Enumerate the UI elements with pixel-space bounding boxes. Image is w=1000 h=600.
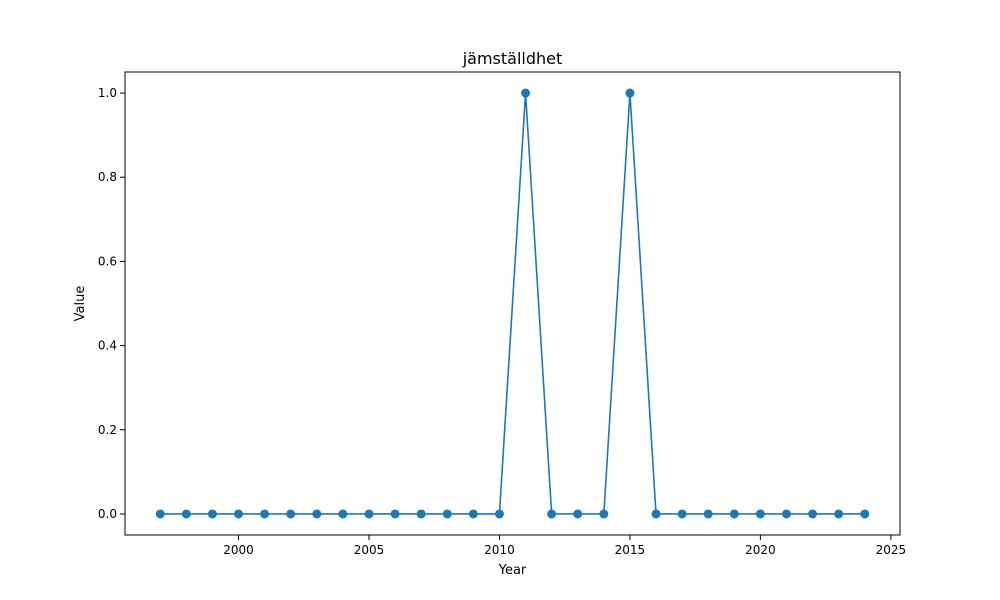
y-tick-label: 0.4: [98, 339, 117, 353]
x-tick-label: 2015: [615, 543, 646, 557]
data-point: [338, 509, 348, 519]
data-point: [834, 509, 844, 519]
data-point: [781, 509, 791, 519]
data-point: [468, 509, 478, 519]
x-tick-label: 2000: [223, 543, 254, 557]
y-tick-label: 0.2: [98, 423, 117, 437]
data-point: [286, 509, 296, 519]
data-point: [181, 509, 191, 519]
y-tick-label: 0.0: [98, 507, 117, 521]
data-point: [416, 509, 426, 519]
y-tick-label: 0.8: [98, 170, 117, 184]
y-axis-label: Value: [73, 286, 88, 322]
data-point: [234, 509, 244, 519]
x-axis-label: Year: [498, 563, 527, 578]
data-point: [651, 509, 661, 519]
data-point: [573, 509, 583, 519]
data-point: [155, 509, 165, 519]
data-point: [860, 509, 870, 519]
x-tick-label: 2025: [876, 543, 907, 557]
data-point: [390, 509, 400, 519]
data-point: [625, 88, 635, 98]
data-point: [703, 509, 713, 519]
data-point: [729, 509, 739, 519]
x-tick-label: 2010: [484, 543, 515, 557]
data-point: [808, 509, 818, 519]
data-point: [494, 509, 504, 519]
data-point: [312, 509, 322, 519]
data-point: [260, 509, 270, 519]
plot-frame: [124, 71, 901, 536]
plot-area: 2000 2005 2010 2015 2020 2025 0.0 0.2 0.4 0.6 0.8 1…: [98, 86, 906, 557]
data-point: [207, 509, 217, 519]
chart-title: jämställdhet: [462, 49, 563, 68]
x-tick-label: 2005: [354, 543, 385, 557]
data-point: [521, 88, 531, 98]
data-point: [364, 509, 374, 519]
y-tick-label: 1.0: [98, 86, 117, 100]
x-tick-label: 2020: [745, 543, 776, 557]
data-point: [547, 509, 557, 519]
series-line: [160, 92, 865, 515]
data-point: [755, 509, 765, 519]
data-point: [677, 509, 687, 519]
data-point: [442, 509, 452, 519]
y-tick-label: 0.6: [98, 254, 117, 268]
data-point: [599, 509, 609, 519]
